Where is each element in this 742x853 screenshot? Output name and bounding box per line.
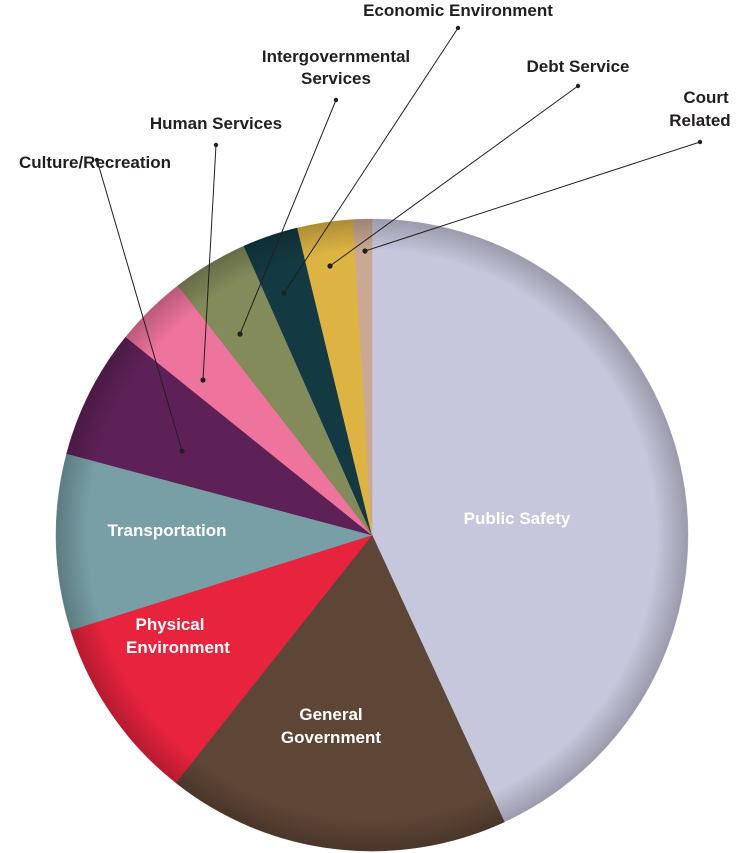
leader-dot-court-related — [362, 248, 368, 254]
leader-dot-intergovernmental-services — [333, 97, 339, 103]
label-general-government: General Government — [281, 705, 381, 747]
leader-dot-intergovernmental-services — [237, 331, 243, 337]
label-physical-environment: Physical Environment — [126, 615, 230, 657]
leader-dot-economic-environment — [281, 290, 287, 296]
leader-line-debt-service — [329, 85, 579, 267]
pie-rim-shading — [56, 219, 688, 851]
label-culture-recreation: Culture/Recreation — [19, 153, 171, 172]
leader-dot-human-services — [200, 377, 206, 383]
leader-line-economic-environment — [283, 27, 459, 294]
leader-dot-debt-service — [327, 263, 333, 269]
leader-dot-culture-recreation — [179, 448, 185, 454]
label-intergovernmental-services: Intergovernmental Services — [262, 47, 410, 88]
leader-lines — [94, 25, 703, 454]
label-debt-service: Debt Service — [527, 57, 630, 76]
leader-dot-court-related — [697, 139, 703, 145]
leader-line-culture-recreation — [96, 159, 183, 452]
leader-line-intergovernmental-services — [239, 99, 337, 335]
leader-line-court-related — [364, 141, 701, 252]
label-economic-environment: Economic Environment — [363, 1, 553, 20]
label-human-services: Human Services — [150, 114, 282, 133]
leader-dot-human-services — [213, 142, 219, 148]
leader-line-human-services — [202, 144, 217, 381]
slice-labels: Public Safety General Government Physical En… — [19, 1, 731, 747]
label-court-related: Court Related — [669, 88, 730, 130]
leader-dot-economic-environment — [455, 25, 461, 31]
leader-dot-culture-recreation — [94, 157, 100, 163]
leader-dot-debt-service — [575, 83, 581, 89]
label-transportation: Transportation — [107, 521, 226, 540]
label-public-safety: Public Safety — [464, 509, 571, 528]
